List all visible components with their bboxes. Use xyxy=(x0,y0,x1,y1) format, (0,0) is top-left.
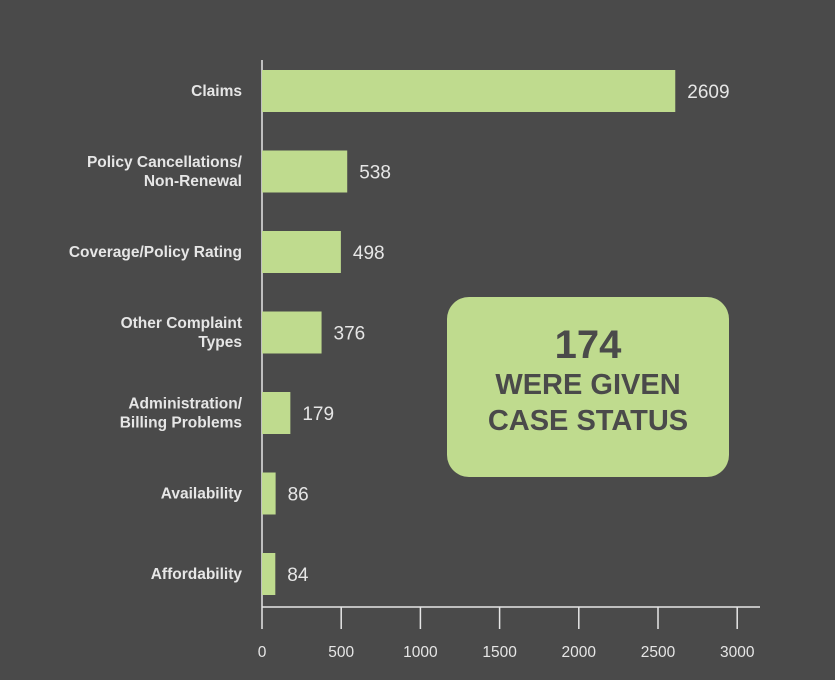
category-label: Claims xyxy=(191,83,242,100)
data-label: 376 xyxy=(334,324,366,345)
bar xyxy=(262,392,291,434)
data-label: 179 xyxy=(302,404,334,425)
bar xyxy=(262,311,322,354)
case-status-callout: 174 WERE GIVEN CASE STATUS xyxy=(447,297,729,477)
bar xyxy=(262,150,348,193)
category-label: Other Complaint xyxy=(121,315,242,332)
data-label: 2609 xyxy=(687,82,729,103)
x-tick-label: 1500 xyxy=(482,644,517,661)
data-label: 498 xyxy=(353,243,385,264)
x-tick-label: 2000 xyxy=(562,644,597,661)
category-label: Administration/ xyxy=(128,396,242,413)
bar xyxy=(262,553,276,595)
data-label: 84 xyxy=(287,565,309,586)
category-label: Types xyxy=(198,334,242,351)
category-label: Non-Renewal xyxy=(144,173,242,190)
category-label: Availability xyxy=(161,486,243,503)
category-label: Coverage/Policy Rating xyxy=(69,244,242,261)
x-tick-label: 0 xyxy=(258,644,267,661)
bar xyxy=(262,231,341,273)
category-label: Affordability xyxy=(151,566,243,583)
callout-number: 174 xyxy=(554,323,622,367)
callout-line-2: CASE STATUS xyxy=(487,405,689,437)
category-label: Billing Problems xyxy=(120,415,242,432)
bar xyxy=(262,70,676,112)
x-tick-label: 2500 xyxy=(641,644,676,661)
x-tick-label: 1000 xyxy=(403,644,438,661)
x-tick-label: 3000 xyxy=(720,644,755,661)
callout-line-1: WERE GIVEN xyxy=(495,369,681,401)
data-label: 86 xyxy=(288,485,309,506)
category-label: Policy Cancellations/ xyxy=(87,154,243,171)
bar xyxy=(262,472,276,515)
x-tick-label: 500 xyxy=(328,644,354,661)
data-label: 538 xyxy=(359,163,391,184)
